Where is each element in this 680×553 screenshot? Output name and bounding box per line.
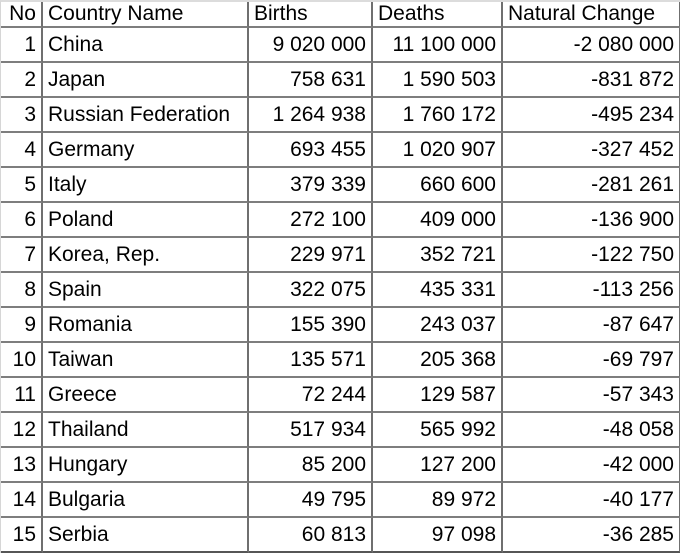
cell-deaths[interactable]: 565 992 bbox=[373, 413, 503, 448]
cell-row-number[interactable]: 14 bbox=[1, 483, 43, 518]
table-row: 15 Serbia 60 813 97 098 -36 285 bbox=[1, 518, 680, 553]
table-row: 8 Spain 322 075 435 331 -113 256 bbox=[1, 273, 680, 308]
cell-country-name[interactable]: Romania bbox=[43, 308, 249, 343]
cell-row-number[interactable]: 10 bbox=[1, 343, 43, 378]
table-row: 10 Taiwan 135 571 205 368 -69 797 bbox=[1, 343, 680, 378]
cell-deaths[interactable]: 129 587 bbox=[373, 378, 503, 413]
header-no[interactable]: No bbox=[1, 2, 43, 28]
cell-deaths[interactable]: 1 590 503 bbox=[373, 63, 503, 98]
cell-row-number[interactable]: 1 bbox=[1, 28, 43, 63]
cell-deaths[interactable]: 97 098 bbox=[373, 518, 503, 553]
cell-country-name[interactable]: Hungary bbox=[43, 448, 249, 483]
cell-births[interactable]: 60 813 bbox=[249, 518, 373, 553]
cell-natural-change[interactable]: -87 647 bbox=[503, 308, 680, 343]
cell-births[interactable]: 229 971 bbox=[249, 238, 373, 273]
cell-deaths[interactable]: 1 020 907 bbox=[373, 133, 503, 168]
cell-births[interactable]: 693 455 bbox=[249, 133, 373, 168]
cell-natural-change[interactable]: -281 261 bbox=[503, 168, 680, 203]
cell-births[interactable]: 9 020 000 bbox=[249, 28, 373, 63]
table-row: 13 Hungary 85 200 127 200 -42 000 bbox=[1, 448, 680, 483]
header-deaths[interactable]: Deaths bbox=[373, 2, 503, 28]
table-row: 2 Japan 758 631 1 590 503 -831 872 bbox=[1, 63, 680, 98]
cell-births[interactable]: 322 075 bbox=[249, 273, 373, 308]
cell-births[interactable]: 517 934 bbox=[249, 413, 373, 448]
cell-births[interactable]: 1 264 938 bbox=[249, 98, 373, 133]
cell-births[interactable]: 49 795 bbox=[249, 483, 373, 518]
cell-natural-change[interactable]: -48 058 bbox=[503, 413, 680, 448]
cell-births[interactable]: 272 100 bbox=[249, 203, 373, 238]
table-row: 4 Germany 693 455 1 020 907 -327 452 bbox=[1, 133, 680, 168]
cell-country-name[interactable]: Thailand bbox=[43, 413, 249, 448]
header-row: No Country Name Births Deaths Natural Ch… bbox=[1, 2, 680, 28]
cell-births[interactable]: 758 631 bbox=[249, 63, 373, 98]
cell-row-number[interactable]: 8 bbox=[1, 273, 43, 308]
cell-country-name[interactable]: Taiwan bbox=[43, 343, 249, 378]
cell-row-number[interactable]: 13 bbox=[1, 448, 43, 483]
table-row: 7 Korea, Rep. 229 971 352 721 -122 750 bbox=[1, 238, 680, 273]
cell-natural-change[interactable]: -495 234 bbox=[503, 98, 680, 133]
cell-births[interactable]: 135 571 bbox=[249, 343, 373, 378]
cell-country-name[interactable]: China bbox=[43, 28, 249, 63]
header-births[interactable]: Births bbox=[249, 2, 373, 28]
table-body: 1 China 9 020 000 11 100 000 -2 080 000 2 Japa… bbox=[1, 28, 680, 553]
cell-natural-change[interactable]: -36 285 bbox=[503, 518, 680, 553]
cell-deaths[interactable]: 409 000 bbox=[373, 203, 503, 238]
cell-deaths[interactable]: 1 760 172 bbox=[373, 98, 503, 133]
cell-country-name[interactable]: Bulgaria bbox=[43, 483, 249, 518]
cell-row-number[interactable]: 5 bbox=[1, 168, 43, 203]
cell-country-name[interactable]: Japan bbox=[43, 63, 249, 98]
cell-deaths[interactable]: 11 100 000 bbox=[373, 28, 503, 63]
cell-country-name[interactable]: Serbia bbox=[43, 518, 249, 553]
cell-row-number[interactable]: 9 bbox=[1, 308, 43, 343]
cell-row-number[interactable]: 4 bbox=[1, 133, 43, 168]
header-natural-change[interactable]: Natural Change bbox=[503, 2, 680, 28]
cell-country-name[interactable]: Korea, Rep. bbox=[43, 238, 249, 273]
header-country-name[interactable]: Country Name bbox=[43, 2, 249, 28]
table-row: 9 Romania 155 390 243 037 -87 647 bbox=[1, 308, 680, 343]
cell-births[interactable]: 72 244 bbox=[249, 378, 373, 413]
cell-deaths[interactable]: 127 200 bbox=[373, 448, 503, 483]
cell-births[interactable]: 379 339 bbox=[249, 168, 373, 203]
table-row: 12 Thailand 517 934 565 992 -48 058 bbox=[1, 413, 680, 448]
cell-natural-change[interactable]: -327 452 bbox=[503, 133, 680, 168]
cell-natural-change[interactable]: -136 900 bbox=[503, 203, 680, 238]
cell-natural-change[interactable]: -831 872 bbox=[503, 63, 680, 98]
cell-country-name[interactable]: Italy bbox=[43, 168, 249, 203]
table-row: 3 Russian Federation 1 264 938 1 760 172 -49… bbox=[1, 98, 680, 133]
cell-country-name[interactable]: Germany bbox=[43, 133, 249, 168]
table-row: 14 Bulgaria 49 795 89 972 -40 177 bbox=[1, 483, 680, 518]
cell-births[interactable]: 85 200 bbox=[249, 448, 373, 483]
cell-births[interactable]: 155 390 bbox=[249, 308, 373, 343]
table-row: 1 China 9 020 000 11 100 000 -2 080 000 bbox=[1, 28, 680, 63]
cell-deaths[interactable]: 435 331 bbox=[373, 273, 503, 308]
cell-natural-change[interactable]: -42 000 bbox=[503, 448, 680, 483]
cell-row-number[interactable]: 11 bbox=[1, 378, 43, 413]
cell-natural-change[interactable]: -40 177 bbox=[503, 483, 680, 518]
cell-deaths[interactable]: 89 972 bbox=[373, 483, 503, 518]
cell-row-number[interactable]: 3 bbox=[1, 98, 43, 133]
cell-deaths[interactable]: 660 600 bbox=[373, 168, 503, 203]
cell-natural-change[interactable]: -113 256 bbox=[503, 273, 680, 308]
cell-row-number[interactable]: 12 bbox=[1, 413, 43, 448]
cell-natural-change[interactable]: -57 343 bbox=[503, 378, 680, 413]
cell-natural-change[interactable]: -122 750 bbox=[503, 238, 680, 273]
cell-deaths[interactable]: 243 037 bbox=[373, 308, 503, 343]
table-row: 11 Greece 72 244 129 587 -57 343 bbox=[1, 378, 680, 413]
cell-natural-change[interactable]: -2 080 000 bbox=[503, 28, 680, 63]
cell-deaths[interactable]: 205 368 bbox=[373, 343, 503, 378]
table-row: 6 Poland 272 100 409 000 -136 900 bbox=[1, 203, 680, 238]
cell-row-number[interactable]: 2 bbox=[1, 63, 43, 98]
cell-country-name[interactable]: Greece bbox=[43, 378, 249, 413]
cell-row-number[interactable]: 7 bbox=[1, 238, 43, 273]
cell-row-number[interactable]: 6 bbox=[1, 203, 43, 238]
cell-row-number[interactable]: 15 bbox=[1, 518, 43, 553]
table-row: 5 Italy 379 339 660 600 -281 261 bbox=[1, 168, 680, 203]
cell-deaths[interactable]: 352 721 bbox=[373, 238, 503, 273]
cell-country-name[interactable]: Spain bbox=[43, 273, 249, 308]
cell-natural-change[interactable]: -69 797 bbox=[503, 343, 680, 378]
cell-country-name[interactable]: Russian Federation bbox=[43, 98, 249, 133]
cell-country-name[interactable]: Poland bbox=[43, 203, 249, 238]
